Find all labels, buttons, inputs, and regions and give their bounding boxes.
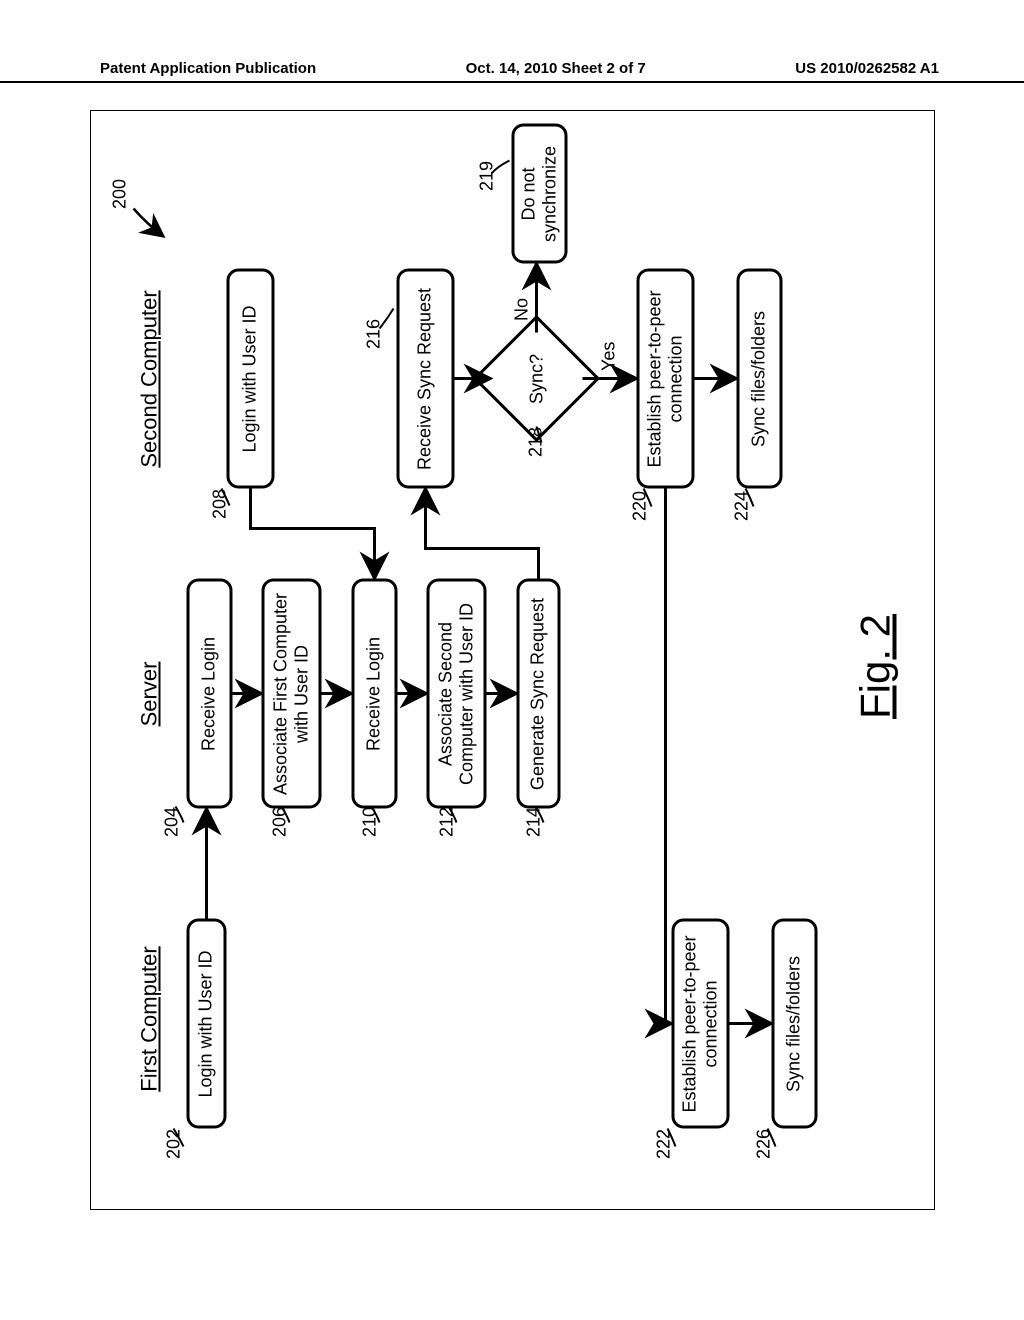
- ref-214: 214: [523, 807, 544, 837]
- col-first-computer: First Computer: [136, 909, 162, 1129]
- ref-204: 204: [161, 807, 182, 837]
- ref-200: 200: [109, 179, 130, 209]
- node-219: Do not synchronize: [511, 124, 567, 264]
- ref-220: 220: [629, 491, 650, 521]
- ref-210: 210: [359, 807, 380, 837]
- ref-206: 206: [269, 807, 290, 837]
- node-208: Login with User ID: [226, 269, 274, 489]
- node-206: Associate First Computer with User ID: [261, 579, 321, 809]
- header-left: Patent Application Publication: [100, 60, 316, 77]
- edge-label-no: No: [511, 298, 532, 321]
- node-204: Receive Login: [186, 579, 232, 809]
- flowchart-rotated: First Computer Server Second Computer 20…: [0, 239, 1024, 1082]
- node-210: Receive Login: [351, 579, 397, 809]
- node-222: Establish peer-to-peer connection: [671, 919, 729, 1129]
- ref-222: 222: [653, 1129, 674, 1159]
- node-220: Establish peer-to-peer connection: [636, 269, 694, 489]
- ref-224: 224: [731, 491, 752, 521]
- node-214: Generate Sync Request: [516, 579, 560, 809]
- col-second-computer: Second Computer: [136, 269, 162, 489]
- ref-216: 216: [363, 319, 384, 349]
- node-212: Associate Second Computer with User ID: [426, 579, 486, 809]
- node-202: Login with User ID: [186, 919, 226, 1129]
- ref-212: 212: [436, 807, 457, 837]
- ref-226: 226: [753, 1129, 774, 1159]
- page-frame: First Computer Server Second Computer 20…: [90, 110, 935, 1210]
- header-right: US 2010/0262582 A1: [795, 60, 939, 77]
- ref-208: 208: [209, 489, 230, 519]
- node-224: Sync files/folders: [736, 269, 782, 489]
- edge-label-yes: Yes: [598, 342, 619, 371]
- ref-202: 202: [163, 1129, 184, 1159]
- node-216: Receive Sync Request: [396, 269, 454, 489]
- figure-label: Fig. 2: [851, 614, 899, 719]
- header-center: Oct. 14, 2010 Sheet 2 of 7: [466, 60, 646, 77]
- flowchart: First Computer Server Second Computer 20…: [91, 109, 936, 1209]
- col-server: Server: [136, 584, 162, 804]
- node-218-label: Sync?: [526, 352, 547, 406]
- ref-218: 218: [525, 427, 546, 457]
- node-226: Sync files/folders: [771, 919, 817, 1129]
- ref-219: 219: [476, 161, 497, 191]
